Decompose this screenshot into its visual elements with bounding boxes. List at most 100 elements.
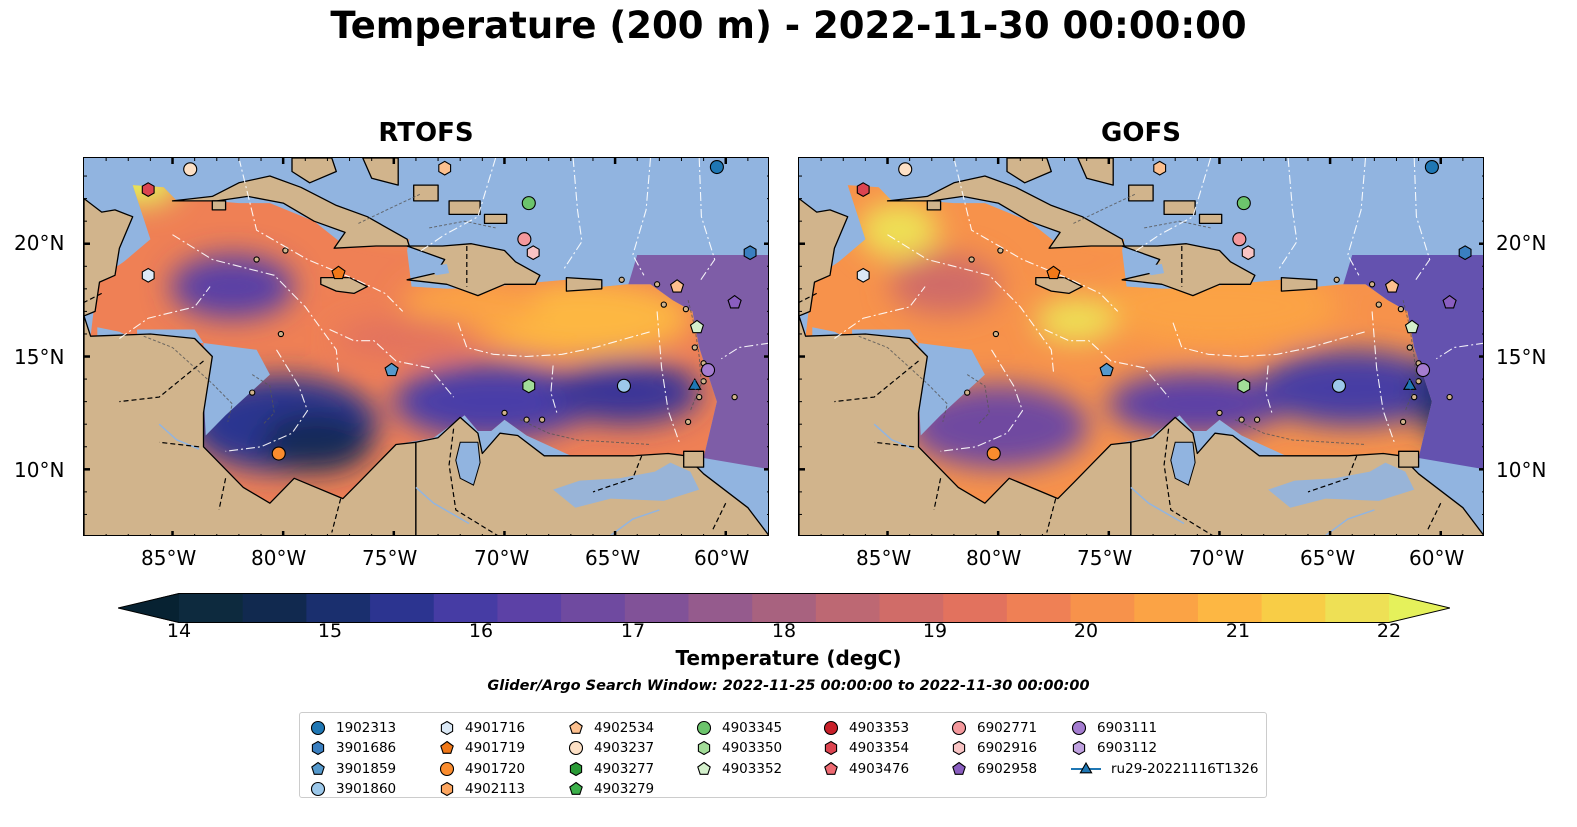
- float-marker: [438, 160, 452, 176]
- bahamas-land: [413, 184, 439, 202]
- small-island: [691, 344, 698, 351]
- float-marker: [898, 162, 913, 177]
- bahamas-land: [362, 158, 399, 186]
- legend-label: 4902534: [594, 720, 655, 737]
- float-marker: [522, 378, 536, 394]
- bathymetry-contour: [143, 335, 233, 423]
- float-marker: [141, 267, 155, 283]
- eez-boundary: [698, 158, 716, 283]
- national-border: [84, 292, 102, 303]
- hispaniola-land: [406, 243, 541, 297]
- colorbar-swatch: [370, 593, 435, 623]
- bathymetry-contour: [251, 374, 275, 425]
- colorbar-under-arrow: [118, 593, 179, 623]
- hexagon-marker-icon: [824, 741, 838, 756]
- pentagon-marker: [697, 761, 711, 775]
- trinidad-land: [1398, 450, 1420, 468]
- float-marker: [1236, 196, 1251, 211]
- small-island: [1399, 418, 1407, 426]
- legend-label: 4903277: [594, 760, 655, 777]
- y-tick-label: 10°N: [1496, 458, 1547, 482]
- colorbar-tick-label: 18: [771, 620, 797, 642]
- temperature-anomaly: [1035, 298, 1116, 343]
- legend: 1902313 3901686 3901859 3901860 4901716 …: [299, 712, 1267, 798]
- x-tick-label: 65°W: [1300, 546, 1356, 570]
- eez-boundary: [457, 322, 651, 358]
- legend-entry: 1902313: [310, 718, 396, 738]
- legend-entry: 6902958: [951, 759, 1037, 779]
- national-border: [331, 498, 342, 533]
- circle-marker: [696, 721, 712, 736]
- colorbar-swatch: [688, 593, 753, 623]
- river: [1130, 486, 1185, 525]
- float-marker: [521, 196, 536, 211]
- colorbar: [117, 593, 1451, 623]
- float-marker: [986, 446, 1001, 461]
- x-tick-label: 60°W: [694, 546, 750, 570]
- national-border: [799, 292, 817, 303]
- pentagon-marker: [569, 720, 583, 734]
- isla-juventud-land: [926, 200, 942, 211]
- float-marker: [727, 294, 742, 309]
- circle-marker-icon: [951, 721, 967, 736]
- colorbar-swatch: [1070, 593, 1135, 623]
- small-island: [700, 378, 707, 385]
- eez-boundary: [953, 158, 1119, 312]
- y-tick-label: 20°N: [1496, 231, 1547, 255]
- x-tick-label: 75°W: [1077, 546, 1133, 570]
- circle-marker: [439, 761, 455, 776]
- atlantic-region: [1343, 255, 1483, 469]
- float-marker: [743, 245, 757, 261]
- legend-entry: 4903354: [823, 738, 909, 758]
- pentagon-marker-icon: [824, 761, 838, 775]
- national-border: [448, 428, 498, 535]
- temperature-anomaly: [890, 254, 1001, 315]
- legend-entry: 4903279: [568, 779, 654, 799]
- small-island: [660, 301, 667, 308]
- y-tick-label: 15°N: [1496, 345, 1547, 369]
- shallow-shelf: [203, 343, 270, 436]
- x-tick-label: 60°W: [1409, 546, 1465, 570]
- lake-maracaibo: [1170, 441, 1196, 486]
- legend-label: 3901859: [336, 760, 397, 777]
- bahamas-land: [291, 158, 337, 184]
- eez-boundary: [632, 158, 652, 276]
- circle-marker: [310, 721, 326, 736]
- river: [609, 509, 660, 535]
- small-island: [253, 256, 260, 263]
- legend-label: ru29-20221116T1326: [1111, 760, 1259, 777]
- hispaniola-land: [1121, 243, 1256, 297]
- float-marker: [1241, 245, 1255, 261]
- small-island: [277, 330, 285, 338]
- temperature-anomaly: [1257, 350, 1432, 427]
- float-marker: [331, 265, 346, 280]
- colorbar-tick-label: 14: [166, 620, 192, 642]
- legend-label: 6903112: [1097, 740, 1158, 757]
- national-border: [218, 478, 227, 511]
- eez-boundary: [1132, 158, 1212, 254]
- circle-marker: [951, 721, 967, 736]
- national-border: [119, 360, 204, 403]
- legend-entry: 4903237: [568, 738, 654, 758]
- puerto-rico-land: [1280, 276, 1318, 292]
- colorbar-swatch: [242, 593, 307, 623]
- colorbar-swatch: [624, 593, 690, 623]
- south-america-land: [415, 416, 768, 535]
- y-tick-label: 15°N: [14, 345, 65, 369]
- float-marker: [856, 267, 870, 283]
- temperature-anomaly: [908, 384, 1089, 469]
- hexagon-marker: [697, 741, 711, 756]
- legend-entry: 4901719: [439, 738, 525, 758]
- hexagon-marker: [952, 741, 966, 756]
- bahamas-land: [1163, 200, 1196, 216]
- colorbar-tick-label: 22: [1376, 620, 1402, 642]
- legend-label: 4903352: [722, 760, 783, 777]
- colorbar-swatch: [1261, 593, 1326, 623]
- temperature-anomaly: [170, 254, 295, 319]
- colorbar-tick-label: 20: [1073, 620, 1099, 642]
- circle-marker-icon: [823, 721, 839, 736]
- legend-entry: 4902534: [568, 718, 654, 738]
- small-island: [682, 305, 690, 313]
- small-island: [1415, 378, 1422, 385]
- bathymetry-contour: [858, 335, 948, 423]
